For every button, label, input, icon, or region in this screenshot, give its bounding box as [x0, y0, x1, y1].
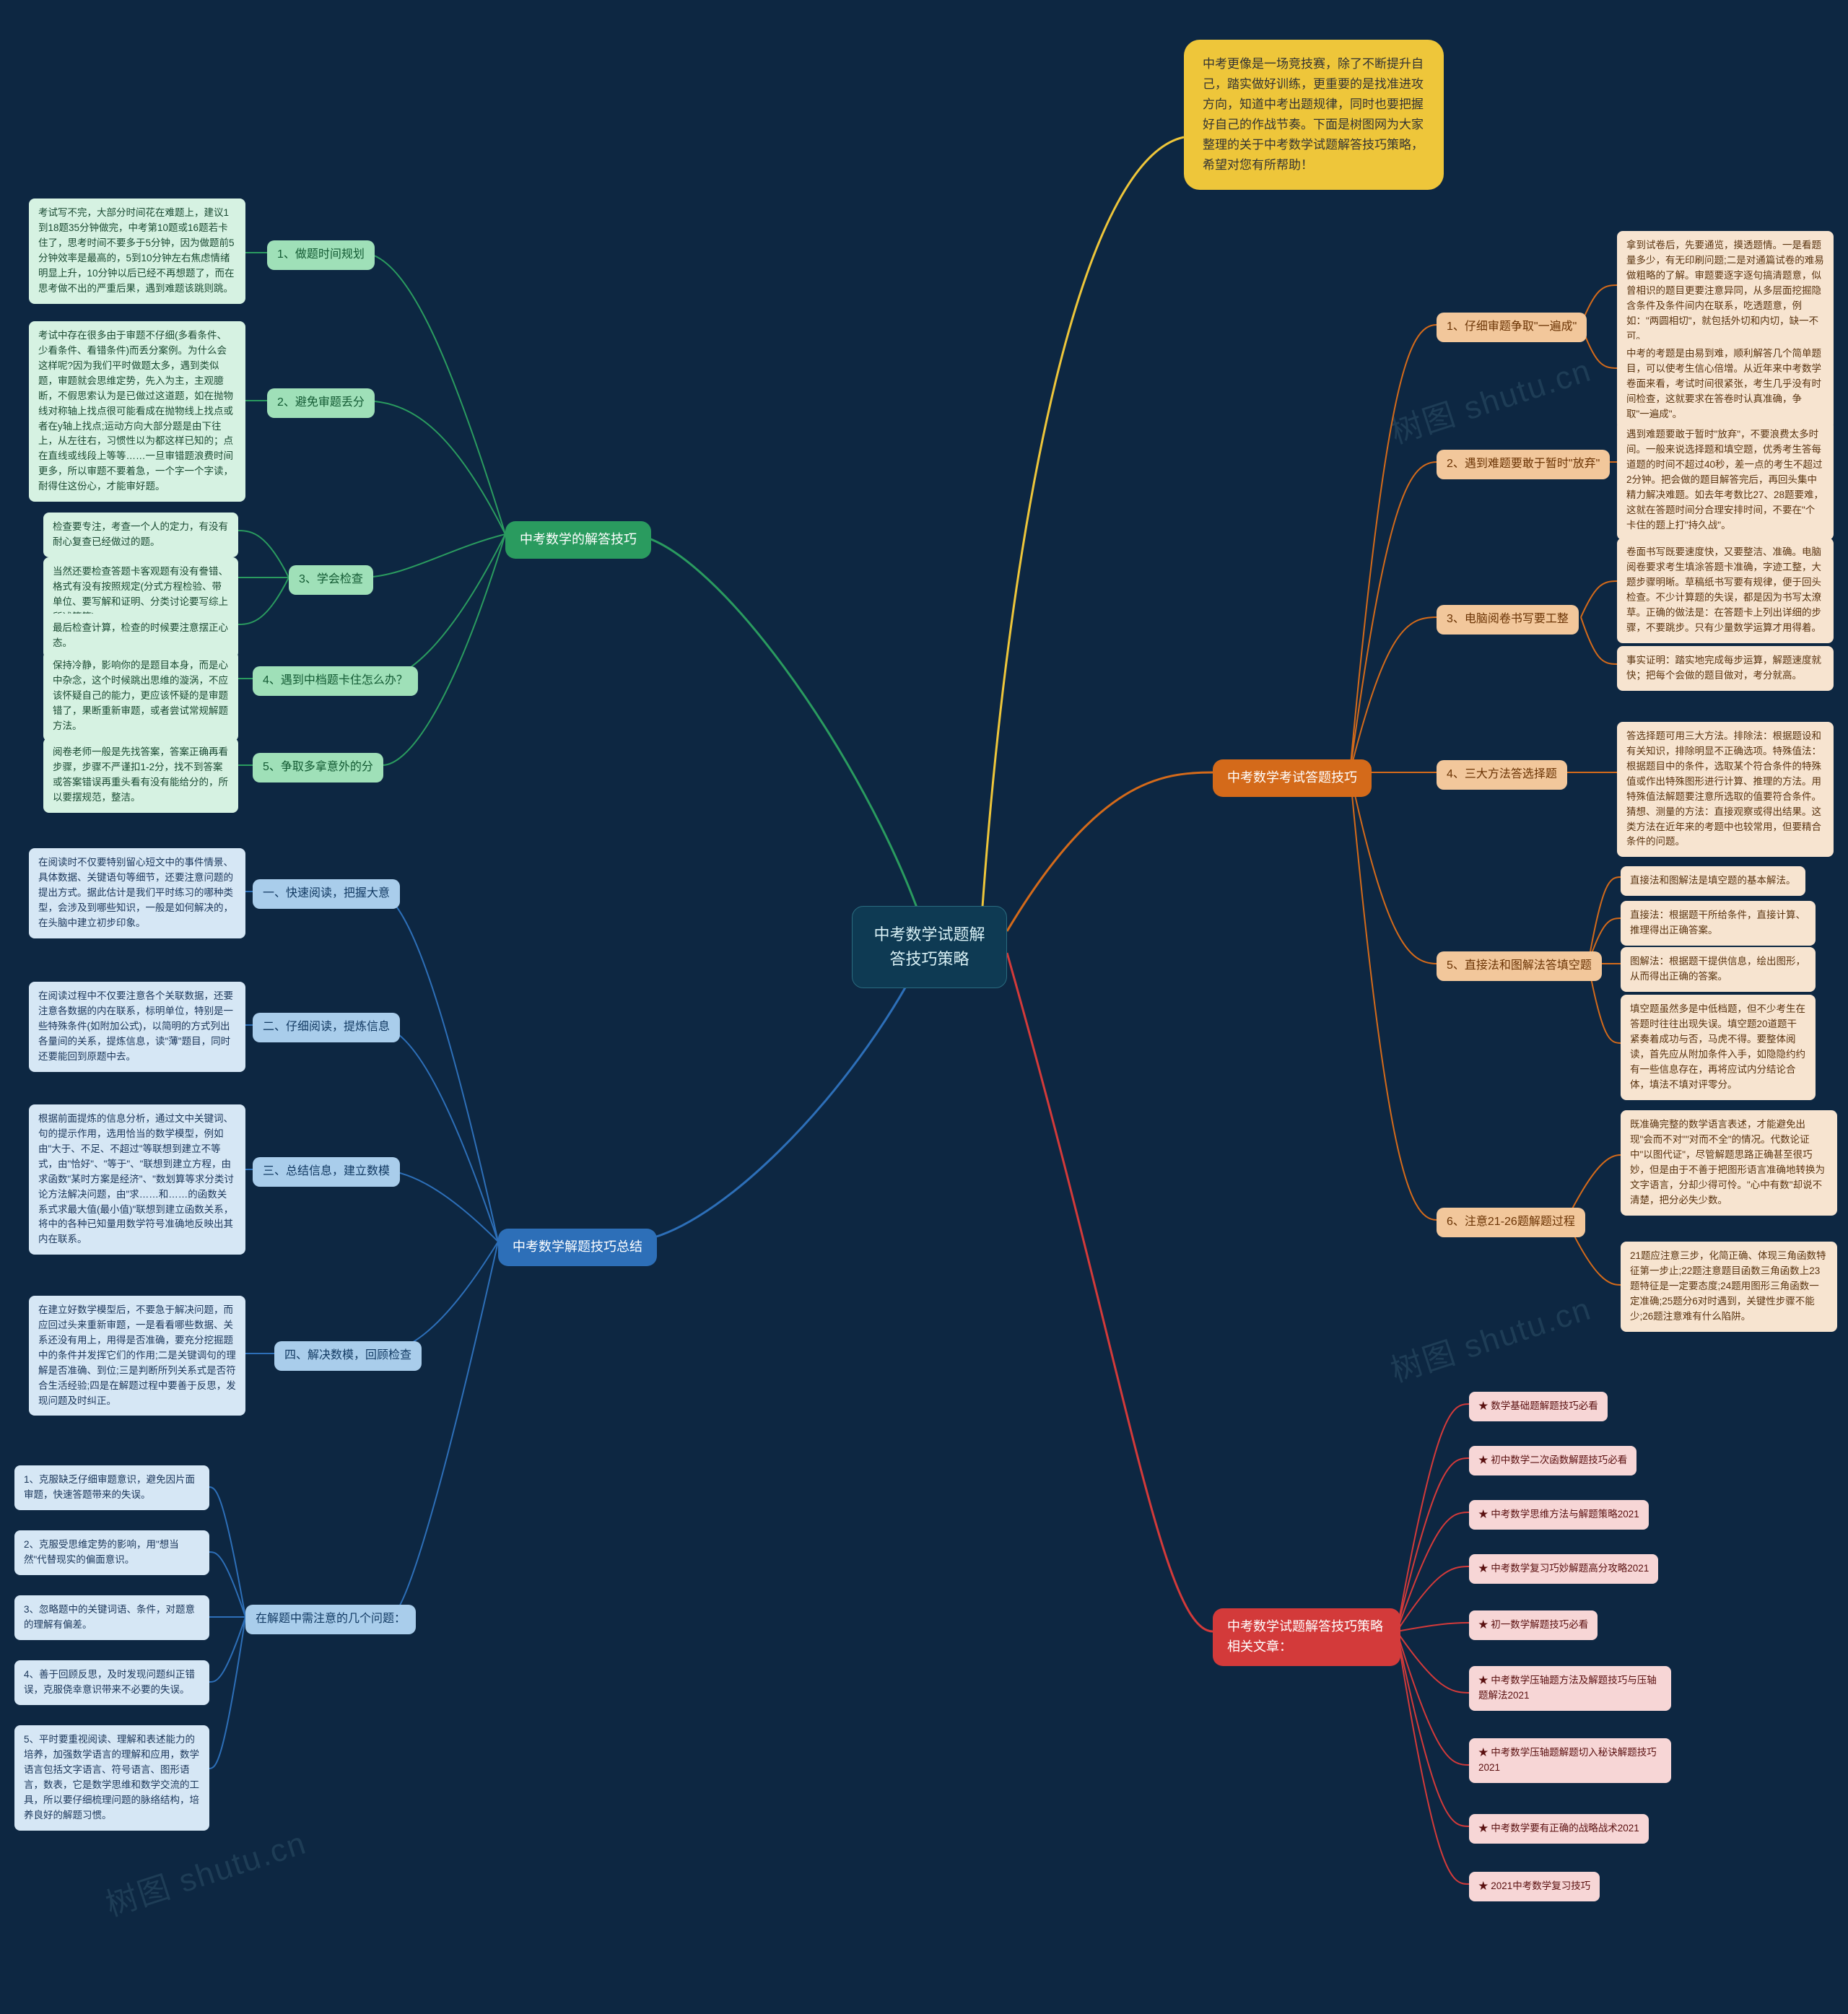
orange-item-4-label: 4、三大方法答选择题 [1437, 760, 1567, 790]
red-item-3: ★ 中考数学思维方法与解题策略2021 [1469, 1500, 1649, 1530]
green-item-3-leaf-1: 检查要专注，考查一个人的定力，有没有耐心复查已经做过的题。 [43, 513, 238, 557]
orange-item-1-leaf-2: 中考的考题是由易到难，顺利解答几个简单题目，可以使考生信心倍增。从近年来中考数学… [1617, 339, 1834, 430]
category-orange: 中考数学考试答题技巧 [1213, 759, 1372, 797]
connector-lines [0, 0, 1848, 2014]
green-item-1-label: 1、做题时间规划 [267, 240, 375, 270]
blue-item-4-leaf-1: 在建立好数学模型后，不要急于解决问题，而应回过头来重新审题，一是看看哪些数据、关… [29, 1296, 245, 1416]
category-red-title: 中考数学试题解答技巧策略相关文章： [1227, 1619, 1383, 1654]
root-text: 中考数学试题解答技巧策略 [873, 925, 985, 968]
watermark: 树图 shutu.cn [1384, 1283, 1596, 1391]
blue-item-1-leaf-1: 在阅读时不仅要特别留心短文中的事件情景、具体数据、关键语句等细节，还要注意问题的… [29, 848, 245, 938]
blue-item-3-label: 三、总结信息，建立数模 [253, 1157, 400, 1187]
orange-item-6-label: 6、注意21-26题解题过程 [1437, 1208, 1585, 1237]
blue-item-5-leaf-5: 5、平时要重视阅读、理解和表述能力的培养，加强数学语言的理解和应用，数学语言包括… [14, 1725, 209, 1831]
blue-item-4-label: 四、解决数模，回顾检查 [274, 1341, 422, 1371]
root-node: 中考数学试题解答技巧策略 [852, 906, 1007, 988]
green-item-2-leaf-1: 考试中存在很多由于审题不仔细(多看条件、少看条件、看错条件)而丢分案例。为什么会… [29, 321, 245, 502]
orange-item-4-leaf-1: 答选择题可用三大方法。排除法：根据题设和有关知识，排除明显不正确选项。特殊值法：… [1617, 722, 1834, 857]
red-item-1: ★ 数学基础题解题技巧必看 [1469, 1392, 1608, 1421]
orange-item-6-leaf-1: 既准确完整的数学语言表述，才能避免出现"会而不对""对而不全"的情况。代数论证中… [1621, 1110, 1837, 1216]
blue-item-2-label: 二、仔细阅读，提炼信息 [253, 1013, 400, 1042]
red-item-4: ★ 中考数学复习巧妙解题高分攻略2021 [1469, 1554, 1658, 1584]
green-item-5-label: 5、争取多拿意外的分 [253, 753, 383, 783]
green-item-4-label: 4、遇到中档题卡住怎么办？ [253, 666, 418, 696]
blue-item-1-label: 一、快速阅读，把握大意 [253, 879, 400, 909]
orange-item-3-leaf-1: 卷面书写既要速度快，又要整洁、准确。电脑阅卷要求考生填涂答题卡准确，字迹工整，大… [1617, 538, 1834, 643]
orange-item-2-label: 2、遇到难题要敢于暂时"放弃" [1437, 450, 1610, 479]
red-item-8: ★ 中考数学要有正确的战略战术2021 [1469, 1814, 1649, 1844]
category-green-title: 中考数学的解答技巧 [520, 532, 637, 546]
blue-item-3-leaf-1: 根据前面提炼的信息分析，通过文中关键词、句的提示作用，选用恰当的数学模型，例如由… [29, 1104, 245, 1255]
green-item-4-leaf-1: 保持冷静，影响你的是题目本身，而是心中杂念，这个时候跳出思维的漩涡，不应该怀疑自… [43, 651, 238, 741]
green-item-1-leaf-1: 考试写不完，大部分时间花在难题上，建议1到18题35分钟做完，中考第10题或16… [29, 199, 245, 304]
orange-item-6-leaf-2: 21题应注意三步，化简正确、体现三角函数特征第一步止;22题注意题目函数三角函数… [1621, 1242, 1837, 1332]
intro-bubble: 中考更像是一场竞技赛，除了不断提升自己，踏实做好训练，更重要的是找准进攻方向，知… [1184, 40, 1444, 190]
orange-item-5-leaf-3: 图解法：根据题干提供信息，绘出图形，从而得出正确的答案。 [1621, 947, 1816, 992]
orange-item-5-leaf-4: 填空题虽然多是中低档题，但不少考生在答题时往往出现失误。填空题20道题干紧奏着成… [1621, 995, 1816, 1100]
intro-text: 中考更像是一场竞技赛，除了不断提升自己，踏实做好训练，更重要的是找准进攻方向，知… [1203, 57, 1424, 172]
orange-item-2-leaf-1: 遇到难题要敢于暂时"放弃"，不要浪费太多时间。一般来说选择题和填空题，优秀考生答… [1617, 420, 1834, 540]
red-item-7: ★ 中考数学压轴题解题切入秘诀解题技巧2021 [1469, 1738, 1671, 1783]
orange-item-1-label: 1、仔细审题争取"一遍成" [1437, 313, 1587, 342]
orange-item-5-label: 5、直接法和图解法答填空题 [1437, 951, 1602, 981]
blue-item-5-leaf-3: 3、忽略题中的关键词语、条件，对题意的理解有偏差。 [14, 1595, 209, 1640]
blue-item-5-leaf-1: 1、克服缺乏仔细审题意识，避免因片面审题，快速答题带来的失误。 [14, 1465, 209, 1510]
category-red: 中考数学试题解答技巧策略相关文章： [1213, 1608, 1400, 1666]
watermark: 树图 shutu.cn [99, 1817, 311, 1925]
green-item-2-label: 2、避免审题丢分 [267, 388, 375, 418]
orange-item-1-leaf-1: 拿到试卷后，先要通览，摸透题情。一是看题量多少，有无印刷问题;二是对通篇试卷的难… [1617, 231, 1834, 351]
orange-item-5-leaf-2: 直接法：根据题干所给条件，直接计算、推理得出正确答案。 [1621, 901, 1816, 946]
green-item-3-label: 3、学会检查 [289, 565, 373, 595]
watermark: 树图 shutu.cn [1384, 344, 1596, 453]
category-blue-title: 中考数学解题技巧总结 [513, 1239, 642, 1254]
blue-item-2-leaf-1: 在阅读过程中不仅要注意各个关联数据，还要注意各数据的内在联系，标明单位，特别是一… [29, 982, 245, 1072]
red-item-6: ★ 中考数学压轴题方法及解题技巧与压轴题解法2021 [1469, 1666, 1671, 1711]
red-item-5: ★ 初一数学解题技巧必看 [1469, 1610, 1598, 1640]
blue-item-5-leaf-2: 2、克服受思维定势的影响，用"想当然"代替现实的偏面意识。 [14, 1530, 209, 1575]
green-item-5-leaf-1: 阅卷老师一般是先找答案，答案正确再看步骤，步骤不严谨扣1-2分，找不到答案或答案… [43, 738, 238, 813]
red-item-2: ★ 初中数学二次函数解题技巧必看 [1469, 1446, 1636, 1475]
blue-item-5-leaf-4: 4、善于回顾反思，及时发现问题纠正错误，克服侥幸意识带来不必要的失误。 [14, 1660, 209, 1705]
category-blue: 中考数学解题技巧总结 [498, 1229, 657, 1266]
orange-item-5-leaf-1: 直接法和图解法是填空题的基本解法。 [1621, 866, 1805, 896]
category-green: 中考数学的解答技巧 [505, 521, 651, 559]
blue-item-5-label: 在解题中需注意的几个问题： [245, 1605, 416, 1634]
red-item-9: ★ 2021中考数学复习技巧 [1469, 1872, 1600, 1901]
orange-item-3-leaf-2: 事实证明：踏实地完成每步运算，解题速度就快；把每个会做的题目做对，考分就高。 [1617, 646, 1834, 691]
orange-item-3-label: 3、电脑阅卷书写要工整 [1437, 605, 1579, 635]
category-orange-title: 中考数学考试答题技巧 [1227, 770, 1357, 785]
